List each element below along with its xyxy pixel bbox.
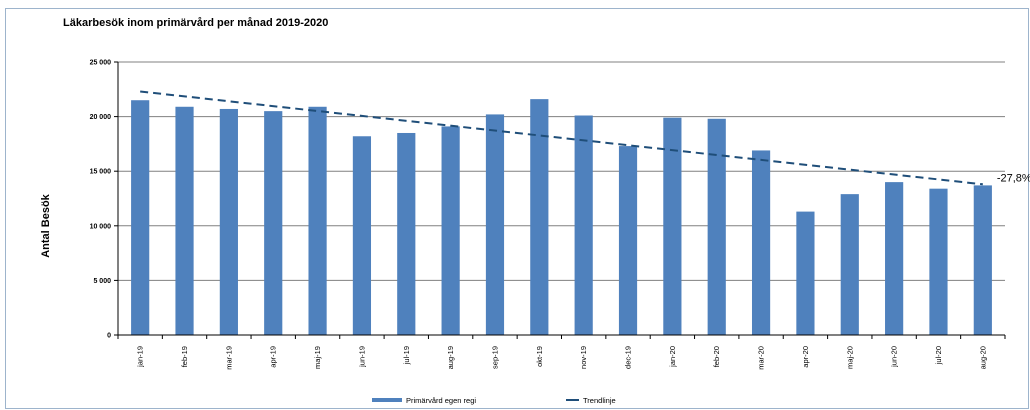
trendline-label: -27,8%	[997, 172, 1030, 184]
chart-title: Läkarbesök inom primärvård per månad 201…	[63, 17, 328, 29]
x-tick-label: maj-20	[845, 346, 854, 369]
axes	[117, 62, 1005, 336]
y-tick-label: 15 000	[90, 169, 112, 176]
bar-jun-19	[352, 136, 372, 335]
bar-okt-19	[530, 99, 549, 336]
x-tick-label: dec-19	[624, 346, 633, 369]
legend: Primärvård egen regi Trendlinje	[372, 396, 616, 405]
bar-dec-19	[618, 146, 638, 335]
y-tick-labels: 0 5 000 10 000 15 000 20 000 25 000	[90, 60, 112, 340]
bar-jul-19	[397, 132, 416, 335]
bars	[131, 99, 992, 336]
bar-jan-19	[131, 100, 150, 335]
x-tick-label: jan-19	[136, 346, 145, 368]
x-tick-labels: jan-19 feb-19 mar-19 apr-19 maj-19 jun-19 jul-…	[117, 335, 1006, 370]
bar-nov-19	[574, 115, 593, 336]
bar-apr-19	[264, 111, 283, 335]
bar-jan-20	[663, 117, 682, 335]
y-tick-label: 5 000	[93, 278, 111, 285]
bar-maj-20	[840, 194, 859, 335]
x-tick-label: mar-20	[757, 346, 766, 370]
x-tick-label: maj-19	[313, 346, 322, 369]
x-tick-label: feb-19	[180, 346, 189, 367]
bar-mar-20	[751, 150, 771, 335]
x-tick-label: jul-19	[402, 346, 411, 365]
bar-maj-19	[308, 106, 327, 335]
bar-sep-19	[485, 114, 505, 335]
legend-label-bars: Primärvård egen regi	[406, 396, 476, 405]
x-tick-label: jan-20	[668, 346, 677, 368]
bar-mar-19	[219, 108, 238, 336]
x-tick-label: aug-20	[978, 346, 987, 369]
x-tick-label: okt-19	[535, 346, 544, 367]
x-tick-label: jun-20	[890, 346, 899, 368]
x-tick-label: apr-20	[801, 346, 810, 368]
y-tick-label: 0	[107, 333, 111, 340]
bar-jul-20	[929, 188, 948, 335]
y-tick-label: 25 000	[90, 60, 112, 67]
y-axis-label: Antal Besök	[40, 193, 52, 257]
x-tick-label: aug-19	[446, 346, 455, 369]
x-tick-label: jul-20	[934, 346, 943, 365]
bar-jun-20	[885, 182, 904, 335]
bar-chart: Läkarbesök inom primärvård per månad 201…	[40, 17, 1030, 405]
trendline: -27,8%	[140, 90, 1030, 186]
bar-apr-20	[796, 211, 815, 335]
bar-feb-20	[707, 118, 726, 335]
x-tick-label: mar-19	[224, 346, 233, 370]
bar-aug-19	[441, 126, 460, 335]
chart-frame: Läkarbesök inom primärvård per månad 201…	[5, 8, 1030, 409]
top-strip	[0, 0, 1030, 8]
legend-swatch-bars	[372, 398, 402, 402]
y-tick-label: 20 000	[90, 114, 112, 121]
bar-feb-19	[175, 106, 194, 335]
legend-label-trendline: Trendlinje	[583, 396, 616, 405]
x-tick-label: jun-19	[357, 346, 366, 368]
x-tick-label: nov-19	[579, 346, 588, 369]
x-tick-label: feb-20	[712, 346, 721, 367]
bar-aug-20	[973, 185, 992, 335]
x-tick-label: sep-19	[490, 346, 499, 369]
x-tick-label: apr-19	[269, 346, 278, 368]
trendline-line	[140, 90, 983, 186]
y-tick-label: 10 000	[90, 223, 112, 230]
